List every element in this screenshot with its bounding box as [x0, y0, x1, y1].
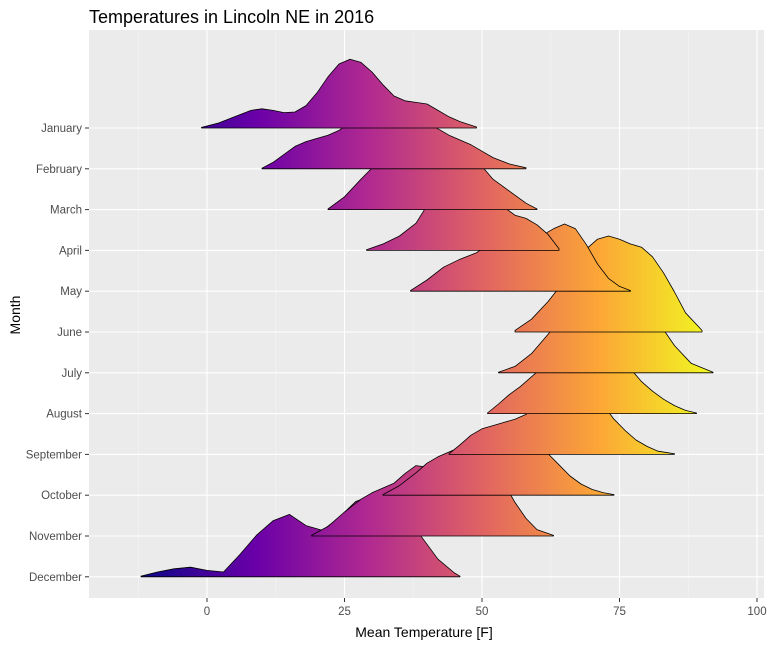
x-tick-label: 50 — [476, 606, 489, 618]
y-axis-title: Month — [7, 296, 23, 335]
x-tick-label: 75 — [613, 606, 626, 618]
x-tick-label: 25 — [338, 606, 351, 618]
y-tick-label: March — [50, 205, 82, 217]
y-tick-label: April — [59, 245, 82, 257]
y-tick-label: December — [29, 572, 82, 584]
y-tick-label: June — [57, 327, 82, 339]
y-tick-label: July — [62, 368, 83, 380]
y-tick-label: February — [36, 164, 82, 176]
ridge-january — [201, 58, 477, 129]
y-tick-label: January — [41, 123, 82, 135]
y-tick-label: November — [29, 531, 82, 543]
y-tick-label: May — [60, 286, 82, 298]
chart-title: Temperatures in Lincoln NE in 2016 — [89, 7, 374, 27]
x-tick-label: 0 — [204, 606, 210, 618]
x-axis-title: Mean Temperature [F] — [355, 624, 492, 640]
x-axis-ticks: 0 25 50 75 100 — [204, 598, 767, 618]
y-tick-label: September — [26, 449, 82, 461]
x-tick-label: 100 — [747, 606, 766, 618]
y-tick-label: October — [41, 490, 82, 502]
y-axis-ticks: January February March April May June July Augu… — [26, 123, 89, 584]
ridges — [140, 58, 714, 578]
y-tick-label: August — [46, 409, 83, 421]
